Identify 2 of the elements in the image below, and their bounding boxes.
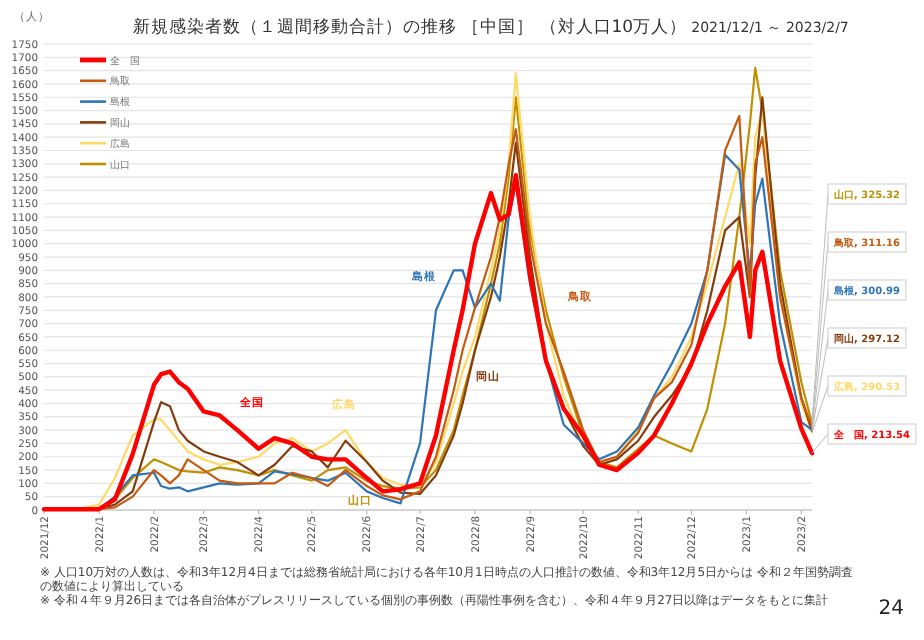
text: 24 (878, 598, 904, 620)
chart-title: 新規感染者数（１週間移動合計）の推移 ［中国］ （対人口10万人） (132, 16, 688, 38)
